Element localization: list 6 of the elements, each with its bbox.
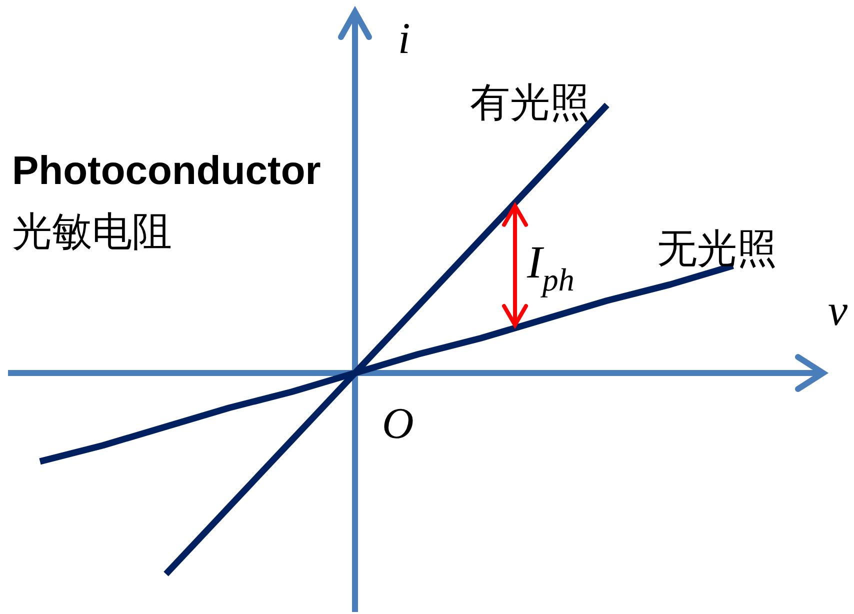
annotation: O	[382, 399, 414, 448]
xlabel: v	[828, 286, 848, 335]
title: Photoconductor	[12, 149, 321, 193]
ylabel: i	[398, 14, 410, 63]
annotation: I$_{ph}$	[527, 236, 574, 298]
subtitle: 光敏电阻	[12, 209, 172, 255]
